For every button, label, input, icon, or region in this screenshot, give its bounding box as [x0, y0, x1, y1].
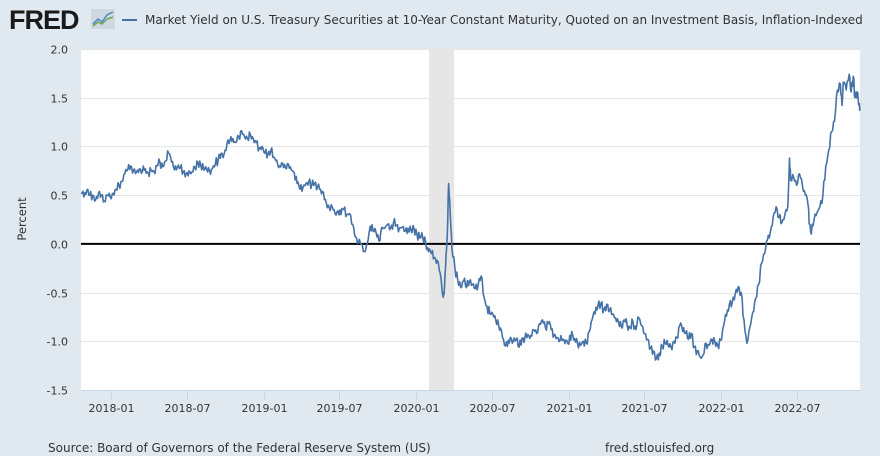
legend-label: Market Yield on U.S. Treasury Securities… — [145, 13, 863, 27]
x-tick-label: 2018-07 — [165, 402, 211, 415]
x-tick-label: 2021-07 — [622, 402, 668, 415]
site-link[interactable]: fred.stlouisfed.org — [605, 441, 715, 455]
y-tick-label: -1.5 — [47, 385, 68, 398]
x-tick-label: 2021-01 — [547, 402, 593, 415]
y-tick-label: 2.0 — [51, 44, 69, 57]
legend: Market Yield on U.S. Treasury Securities… — [122, 12, 863, 28]
y-tick-label: -0.5 — [47, 288, 68, 301]
x-tick-label: 2019-07 — [317, 402, 363, 415]
y-tick-label: 1.0 — [51, 141, 69, 154]
line-chart-icon — [91, 9, 115, 29]
y-tick-label: 0.0 — [51, 239, 69, 252]
y-tick-label: 0.5 — [51, 190, 69, 203]
y-axis-ticks: 2.0 1.5 1.0 0.5 0.0 -0.5 -1.0 -1.5 — [47, 44, 68, 398]
x-axis-ticks: 2018-01 2018-07 2019-01 2019-07 2020-01 2020-… — [89, 390, 821, 415]
gridlines — [81, 49, 860, 342]
x-tick-label: 2020-07 — [470, 402, 516, 415]
legend-swatch — [122, 19, 137, 21]
plot-background — [81, 49, 860, 390]
x-tick-label: 2022-07 — [775, 402, 821, 415]
fred-logo[interactable]: FRED — [9, 5, 79, 35]
x-tick-label: 2019-01 — [242, 402, 288, 415]
source-note: Source: Board of Governors of the Federa… — [48, 441, 431, 455]
x-tick-label: 2022-01 — [699, 402, 745, 415]
x-tick-label: 2018-01 — [89, 402, 135, 415]
chart-header: FRED Market Yield on U.S. Treasury Secur… — [0, 0, 880, 40]
y-axis-title: Percent — [15, 197, 29, 241]
y-tick-label: -1.0 — [47, 336, 68, 349]
x-tick-label: 2020-01 — [394, 402, 440, 415]
y-tick-label: 1.5 — [51, 93, 69, 106]
series-line — [81, 73, 861, 361]
